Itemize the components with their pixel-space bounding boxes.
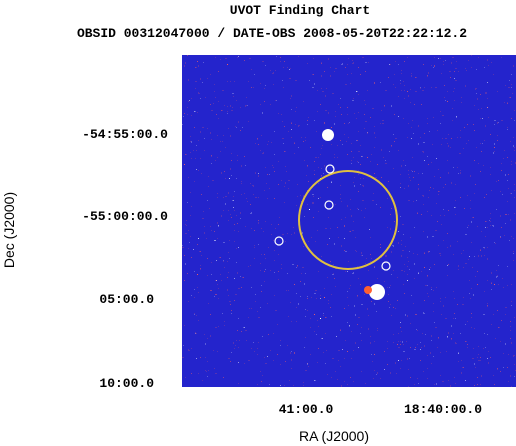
y-ticks: -54:55:00.0 -55:00:00.0 05:00.0 10:00.0	[82, 127, 168, 391]
y-tick-label: -55:00:00.0	[82, 209, 168, 224]
x-tick-label: 41:00.0	[279, 402, 334, 417]
y-tick-label: 05:00.0	[99, 292, 154, 307]
y-tick-label: -54:55:00.0	[82, 127, 168, 142]
y-tick-label: 10:00.0	[99, 376, 154, 391]
y-axis-label: Dec (J2000)	[1, 192, 17, 268]
sky-image	[182, 55, 516, 387]
x-tick-label: 18:40:00.0	[404, 402, 482, 417]
x-ticks: 41:00.0 18:40:00.0	[279, 402, 483, 417]
subtitle: OBSID 00312047000 / DATE-OBS 2008-05-20T…	[77, 26, 467, 41]
error-circle	[298, 170, 398, 270]
title: UVOT Finding Chart	[230, 3, 370, 18]
x-axis-label: RA (J2000)	[299, 428, 369, 444]
